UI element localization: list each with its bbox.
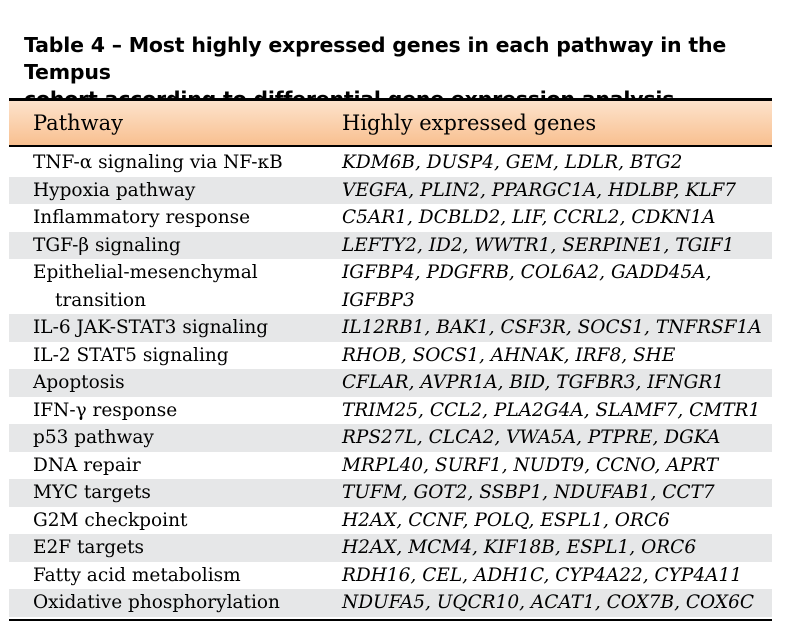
table-header: Pathway Highly expressed genes (9, 101, 772, 145)
table-row: Fatty acid metabolism RDH16, CEL, ADH1C,… (9, 562, 772, 590)
pathway-cell: IL-2 STAT5 signaling (33, 344, 229, 366)
table-row: TGF-β signaling LEFTY2, ID2, WWTR1, SERP… (9, 231, 772, 259)
pathway-cell: Oxidative phosphorylation (33, 592, 280, 613)
genes-cell-line-1: IGFBP4, PDGFRB, COL6A2, GADD45A, (342, 262, 712, 283)
pathway-cell: Inflammatory response (33, 207, 251, 228)
table-row: TNF-α signaling via NF-κB KDM6B, DUSP4, … (9, 149, 772, 177)
genes-cell: TUFM, GOT2, SSBP1, NDUFAB1, CCT7 (342, 482, 715, 503)
table-row: Apoptosis CFLAR, AVPR1A, BID, TGFBR3, IF… (9, 369, 772, 397)
table-row: IL-6 JAK-STAT3 signaling IL12RB1, BAK1, … (9, 314, 772, 342)
pathway-cell: Hypoxia pathway (33, 179, 196, 201)
pathway-cell: Apoptosis (33, 372, 125, 393)
genes-cell: RDH16, CEL, ADH1C, CYP4A22, CYP4A11 (342, 564, 742, 586)
genes-cell: VEGFA, PLIN2, PPARGC1A, HDLBP, KLF7 (342, 179, 737, 201)
caption-line-1: Table 4 – Most highly expressed genes in… (24, 33, 727, 84)
genes-cell-line-2: IGFBP3 (342, 289, 415, 311)
table-row: p53 pathway RPS27L, CLCA2, VWA5A, PTPRE,… (9, 424, 772, 452)
pathway-cell: Epithelial-mesenchymal transition (9, 259, 342, 314)
pathway-cell-line-1: Epithelial-mesenchymal (33, 262, 258, 283)
pathway-cell: DNA repair (33, 454, 141, 476)
pathway-cell: G2M checkpoint (33, 509, 188, 531)
genes-cell: H2AX, CCNF, POLQ, ESPL1, ORC6 (342, 509, 670, 531)
table-row: MYC targets TUFM, GOT2, SSBP1, NDUFAB1, … (9, 479, 772, 507)
table-row: Inflammatory response C5AR1, DCBLD2, LIF… (9, 204, 772, 232)
table-row: IFN-γ response TRIM25, CCL2, PLA2G4A, SL… (9, 397, 772, 425)
genes-cell: H2AX, MCM4, KIF18B, ESPL1, ORC6 (342, 537, 697, 558)
genes-cell: MRPL40, SURF1, NUDT9, CCNO, APRT (342, 454, 719, 476)
table-row: Oxidative phosphorylation NDUFA5, UQCR10… (9, 589, 772, 617)
table-bottom-rule (9, 618, 772, 621)
pathway-cell: p53 pathway (33, 427, 154, 448)
pathway-cell: TNF-α signaling via NF-κB (33, 152, 283, 173)
genes-cell: NDUFA5, UQCR10, ACAT1, COX7B, COX6C (342, 592, 754, 613)
pathway-cell: E2F targets (33, 537, 145, 558)
genes-cell: IL12RB1, BAK1, CSF3R, SOCS1, TNFRSF1A (342, 317, 762, 338)
table-row: DNA repair MRPL40, SURF1, NUDT9, CCNO, A… (9, 452, 772, 480)
pathway-cell: TGF-β signaling (33, 234, 181, 256)
table-row: Hypoxia pathway VEGFA, PLIN2, PPARGC1A, … (9, 176, 772, 204)
pathway-cell: IL-6 JAK-STAT3 signaling (33, 317, 269, 338)
header-genes: Highly expressed genes (342, 111, 597, 135)
pathway-cell: IFN-γ response (33, 399, 178, 421)
genes-cell: KDM6B, DUSP4, GEM, LDLR, BTG2 (342, 152, 683, 173)
header-pathway: Pathway (33, 111, 124, 135)
genes-cell: RPS27L, CLCA2, VWA5A, PTPRE, DGKA (342, 427, 721, 448)
table-top-rule (9, 98, 772, 101)
table-row: Epithelial-mesenchymal transition IGFBP4… (9, 259, 772, 314)
genes-cell: CFLAR, AVPR1A, BID, TGFBR3, IFNGR1 (342, 372, 725, 393)
genes-cell: IGFBP4, PDGFRB, COL6A2, GADD45A, IGFBP3 (342, 259, 772, 314)
table-row: IL-2 STAT5 signaling RHOB, SOCS1, AHNAK,… (9, 342, 772, 370)
genes-cell: LEFTY2, ID2, WWTR1, SERPINE1, TGIF1 (342, 234, 735, 256)
pathway-cell: Fatty acid metabolism (33, 564, 241, 586)
pathway-cell: MYC targets (33, 482, 151, 503)
pathway-cell-line-2: transition (55, 289, 147, 311)
table-header-rule (9, 145, 772, 147)
gene-table: Pathway Highly expressed genes TNF-α sig… (9, 98, 772, 621)
genes-cell: RHOB, SOCS1, AHNAK, IRF8, SHE (342, 344, 676, 366)
table-row: G2M checkpoint H2AX, CCNF, POLQ, ESPL1, … (9, 507, 772, 535)
table-row: E2F targets H2AX, MCM4, KIF18B, ESPL1, O… (9, 534, 772, 562)
genes-cell: C5AR1, DCBLD2, LIF, CCRL2, CDKN1A (342, 207, 716, 228)
genes-cell: TRIM25, CCL2, PLA2G4A, SLAMF7, CMTR1 (342, 399, 761, 421)
